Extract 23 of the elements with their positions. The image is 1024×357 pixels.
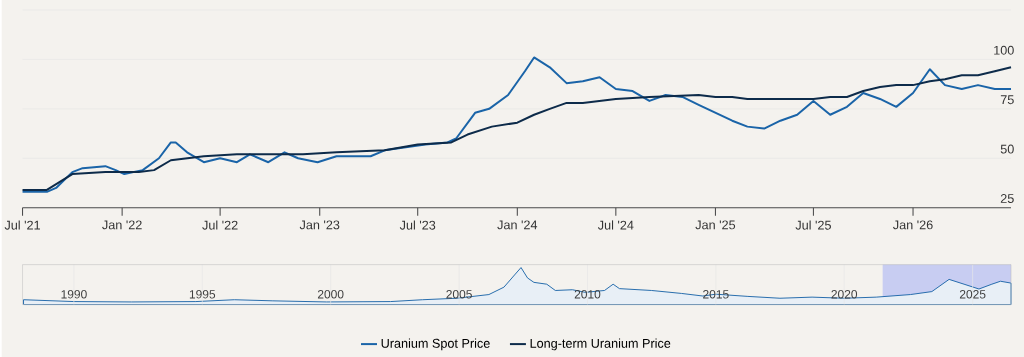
x-tick-label: Jul '21 bbox=[4, 220, 40, 230]
x-tick-label: 1990 bbox=[61, 289, 87, 299]
y-tick-label: 75 bbox=[1000, 95, 1014, 104]
legend-label: Uranium Spot Price bbox=[381, 338, 490, 351]
x-tick-label: 2000 bbox=[317, 289, 344, 299]
x-tick-label: Jan '25 bbox=[695, 220, 736, 230]
x-tick-label: 2005 bbox=[446, 289, 472, 299]
x-tick-label: Jan '23 bbox=[299, 220, 340, 230]
x-tick-label: Jan '22 bbox=[102, 220, 142, 230]
x-tick-label: 1995 bbox=[189, 289, 216, 299]
x-tick-label: Jul '24 bbox=[597, 220, 634, 230]
x-tick-label: 2025 bbox=[959, 289, 986, 299]
x-tick-label: Jul '22 bbox=[202, 220, 238, 230]
x-tick-label: Jul '23 bbox=[399, 220, 436, 230]
x-tick-label: Jan '24 bbox=[497, 220, 538, 230]
legend-label: Long-term Uranium Price bbox=[530, 338, 671, 351]
x-tick-label: 2020 bbox=[831, 289, 858, 299]
x-tick-label: Jul '25 bbox=[795, 220, 831, 230]
y-tick-label: 25 bbox=[1000, 193, 1014, 203]
x-tick-label: Jan '26 bbox=[893, 220, 933, 230]
y-tick-label: 100 bbox=[994, 45, 1014, 55]
y-tick-label: 50 bbox=[1000, 144, 1014, 154]
x-tick-label: 2010 bbox=[574, 289, 601, 299]
